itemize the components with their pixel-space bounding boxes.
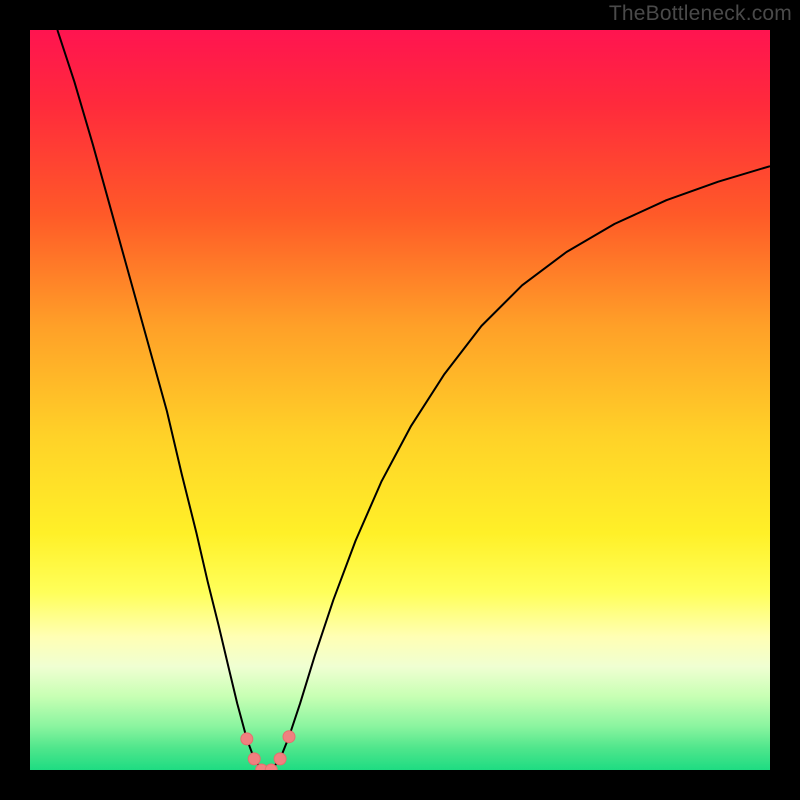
watermark-text: TheBottleneck.com (609, 2, 792, 26)
minimum-marker (274, 753, 286, 765)
minimum-marker (283, 731, 295, 743)
gradient-background (30, 30, 770, 770)
plot-area (30, 30, 770, 770)
plot-svg (30, 30, 770, 770)
minimum-marker (248, 753, 260, 765)
minimum-marker (241, 733, 253, 745)
chart-frame: TheBottleneck.com (0, 0, 800, 800)
